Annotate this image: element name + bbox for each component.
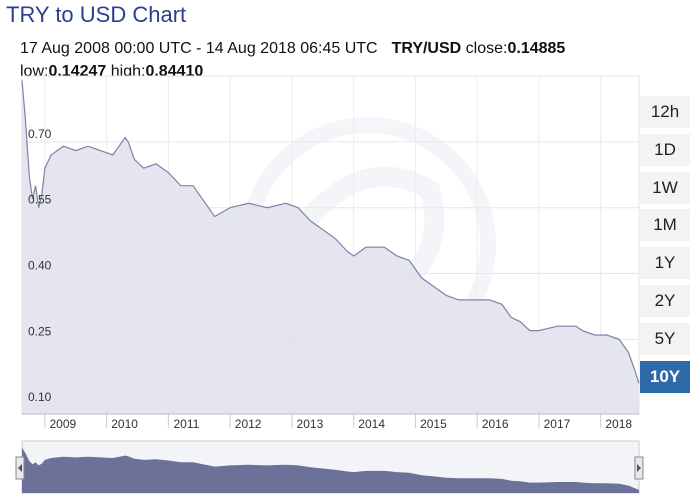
range-button-10y[interactable]: 10Y xyxy=(640,360,690,393)
range-button-2y[interactable]: 2Y xyxy=(640,285,690,317)
navigator-left-arrow-icon xyxy=(18,464,22,472)
y-tick-label: 0.70 xyxy=(28,127,52,141)
close-label: close: xyxy=(465,40,508,57)
x-tick-label: 2017 xyxy=(544,417,571,431)
range-button-1y[interactable]: 1Y xyxy=(640,247,690,280)
y-tick-label: 0.25 xyxy=(28,324,52,338)
y-axis-labels: 0.10 0.25 0.40 0.55 0.70 xyxy=(28,127,52,404)
x-axis-labels: 2009 2010 2011 2012 2013 2014 2015 2016 2017 2018 xyxy=(44,414,632,431)
x-tick-label: 2011 xyxy=(173,417,199,431)
x-tick-label: 2014 xyxy=(358,417,385,431)
x-tick-label: 2016 xyxy=(482,417,509,431)
chart-info-line-1: 17 Aug 2008 00:00 UTC - 14 Aug 2018 06:4… xyxy=(20,40,565,58)
x-tick-label: 2009 xyxy=(50,417,77,431)
y-tick-label: 0.55 xyxy=(28,193,52,207)
range-button-5y[interactable]: 5Y xyxy=(640,322,690,355)
range-button-1d[interactable]: 1D xyxy=(640,133,690,166)
range-button-1w[interactable]: 1W xyxy=(640,171,690,204)
x-tick-label: 2013 xyxy=(297,417,324,431)
close-value: 0.14885 xyxy=(507,40,566,57)
navigator-area xyxy=(22,447,639,493)
navigator-right-arrow-icon xyxy=(637,464,641,472)
x-tick-label: 2018 xyxy=(605,417,632,431)
currency-pair: TRY/USD xyxy=(391,40,462,57)
x-tick-label: 2010 xyxy=(111,417,138,431)
y-tick-label: 0.40 xyxy=(28,259,52,273)
range-button-1m[interactable]: 1M xyxy=(640,209,690,242)
range-button-12h[interactable]: 12h xyxy=(640,96,690,128)
x-tick-label: 2015 xyxy=(420,417,447,431)
x-tick-label: 2012 xyxy=(235,417,262,431)
page-title: TRY to USD Chart xyxy=(6,2,187,27)
date-range: 17 Aug 2008 00:00 UTC - 14 Aug 2018 06:4… xyxy=(20,40,378,57)
y-tick-label: 0.10 xyxy=(28,390,52,404)
price-area xyxy=(22,80,639,415)
price-line xyxy=(21,80,640,384)
range-navigator[interactable] xyxy=(15,440,644,494)
